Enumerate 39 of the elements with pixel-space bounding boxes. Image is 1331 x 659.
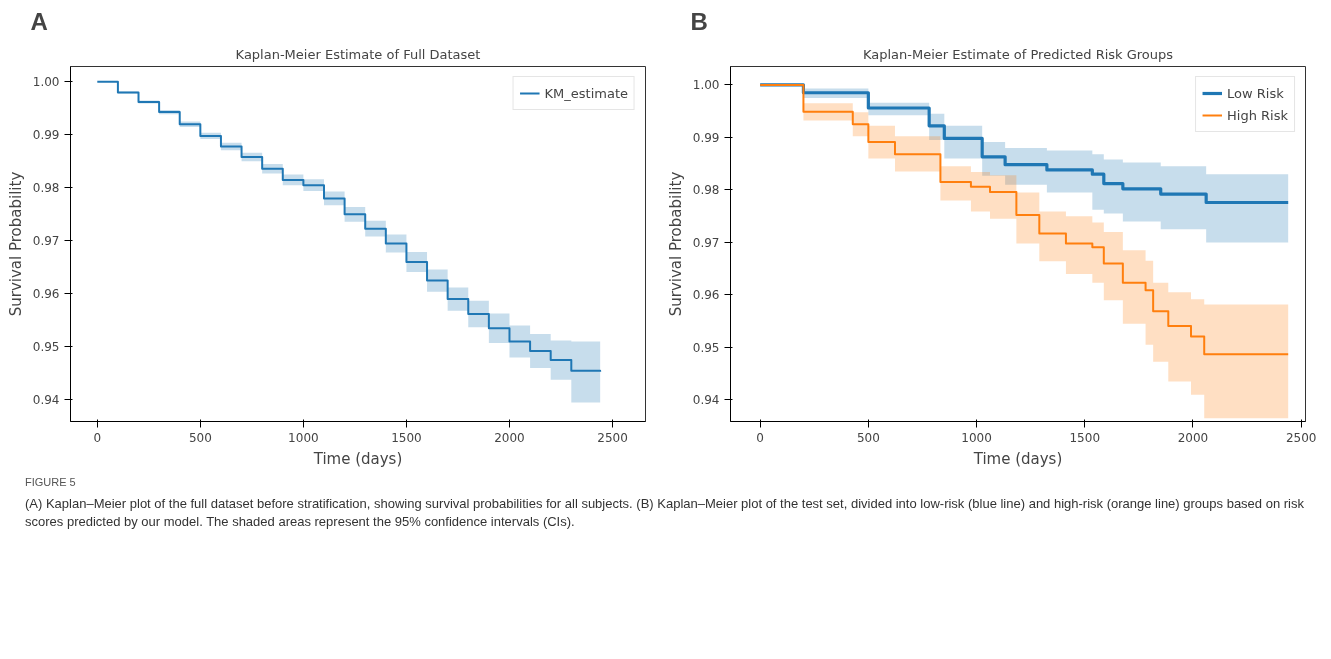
x-tick-label: 2500 [1285, 430, 1317, 445]
y-tick-label: 0.96 [32, 287, 60, 302]
legend-label: KM_estimate [544, 85, 628, 101]
x-tick-label: 1500 [1069, 430, 1101, 445]
y-tick-label: 0.94 [32, 393, 60, 408]
y-axis-title: Survival Probability [666, 171, 685, 317]
legend-label: High Risk [1227, 107, 1288, 123]
x-axis-title: Time (days) [312, 449, 403, 468]
legend-label: Low Risk [1227, 85, 1284, 101]
y-tick-label: 1.00 [692, 78, 720, 93]
x-tick-label: 1000 [288, 430, 319, 445]
y-tick-label: 0.99 [692, 130, 720, 145]
x-axis-title: Time (days) [972, 449, 1063, 468]
text: (A) Kaplan–Meier plot of the full dataset before stratification, showing survival probabilities for all subjects. (B) Kaplan–Meier plot of the test set, divided into low-risk (blue line) and high-risk (orange line) groups based on risk scores predicted by our model. The shaded areas represent the 95% confidence intervals (CIs). [25, 494, 1305, 532]
y-tick-label: 0.98 [692, 183, 720, 198]
x-tick-label: 2000 [1177, 430, 1209, 445]
x-tick-label: 1000 [961, 430, 992, 445]
chart-title: Kaplan-Meier Estimate of Predicted Risk Groups [862, 46, 1174, 62]
y-tick-label: 0.95 [692, 340, 720, 355]
x-tick-label: 0 [756, 430, 764, 445]
y-tick-label: 0.99 [32, 128, 60, 143]
y-tick-label: 0.97 [692, 235, 720, 250]
x-tick-label: 2000 [494, 430, 525, 445]
text: A [30, 7, 48, 35]
text: B [690, 7, 708, 35]
x-tick-label: 0 [93, 430, 102, 445]
y-tick-label: 1.00 [32, 75, 60, 90]
caption: FIGURE 5 [25, 475, 77, 490]
y-axis-title: Survival Probability [6, 171, 25, 317]
x-tick-label: 2500 [597, 430, 628, 445]
x-tick-label: 1500 [391, 430, 422, 445]
x-tick-label: 500 [188, 430, 212, 445]
x-tick-label: 500 [856, 430, 880, 445]
chart-title: Kaplan-Meier Estimate of Full Dataset [235, 46, 481, 62]
y-tick-label: 0.95 [32, 340, 60, 355]
y-tick-label: 0.98 [32, 181, 60, 196]
y-tick-label: 0.96 [692, 288, 720, 303]
y-tick-label: 0.97 [32, 234, 60, 249]
y-tick-label: 0.94 [692, 393, 720, 408]
